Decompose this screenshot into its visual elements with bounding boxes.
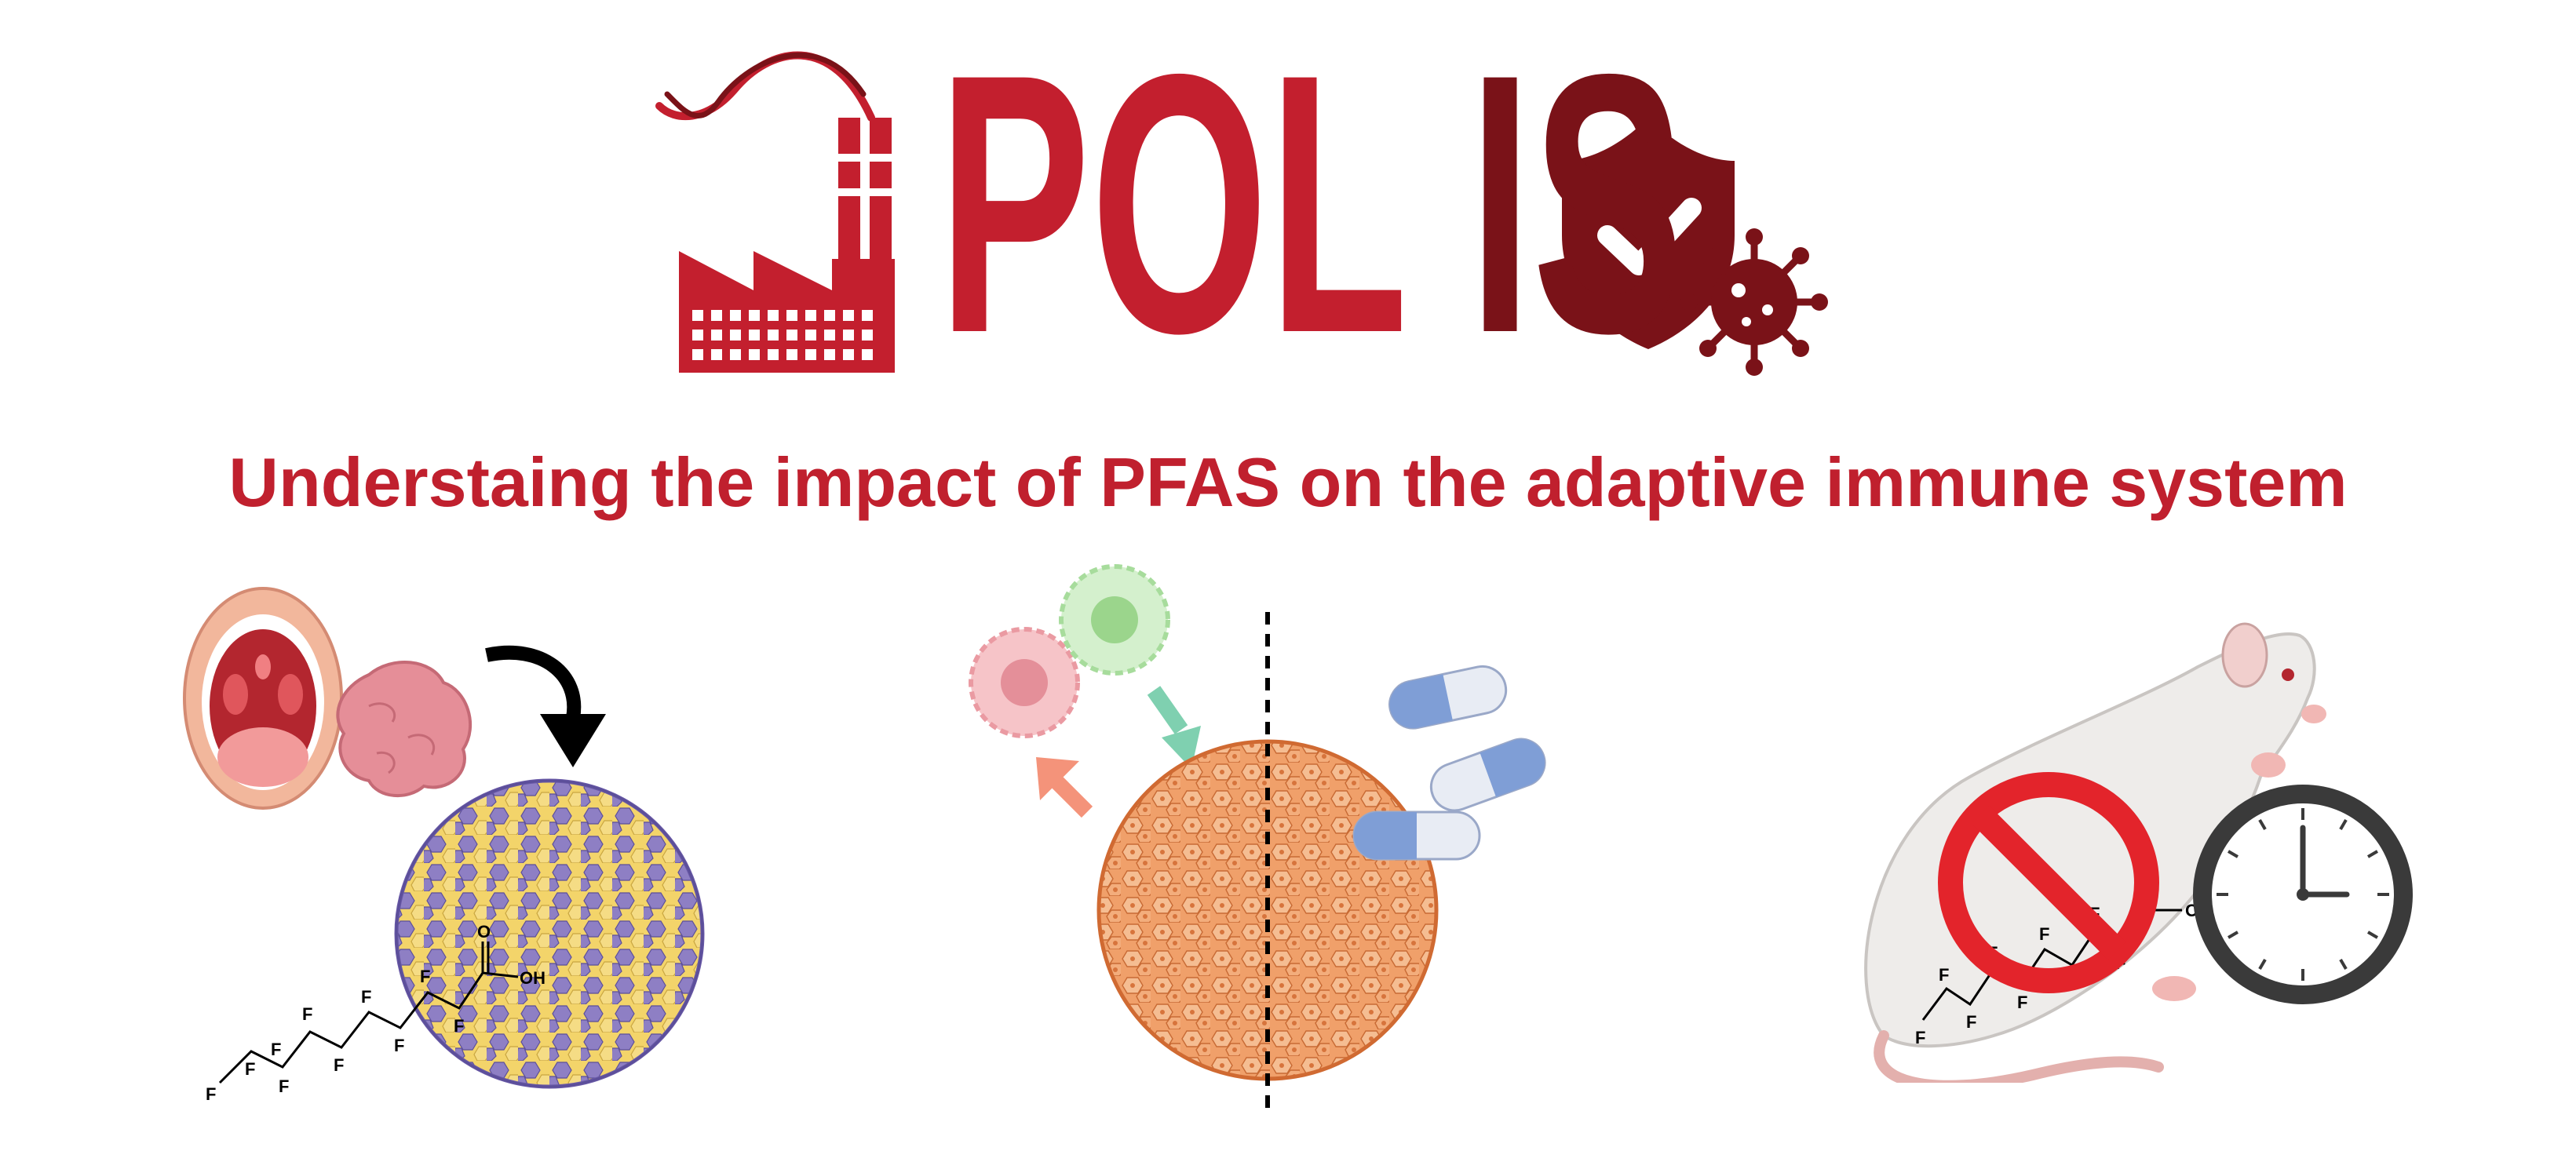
- immune-cell-pink-icon: [969, 627, 1080, 738]
- shield-check-icon: [1562, 118, 1735, 349]
- curved-arrow-icon: [485, 645, 606, 767]
- clock-icon: [2193, 785, 2413, 1004]
- logo-graphic: [655, 51, 1828, 376]
- factory-icon: [679, 118, 895, 373]
- panel-tonsil-organoid: F F F F F F F F F F O OH: [183, 587, 705, 1104]
- atom-label: F: [279, 1076, 289, 1096]
- atom-label: F: [394, 1036, 404, 1055]
- page-subtitle: Understaing the impact of PFAS on the ad…: [228, 443, 2348, 521]
- capsule-icon: [1352, 665, 1546, 861]
- open-mouth-tonsils-icon: [183, 587, 343, 810]
- atom-label: F: [302, 1004, 312, 1024]
- atom-label: F: [454, 1016, 464, 1036]
- pfas-molecule-icon: [218, 942, 519, 1084]
- atom-label: F: [2039, 924, 2049, 944]
- atom-label: F: [271, 1040, 281, 1059]
- atom-label: F: [1915, 1028, 1925, 1047]
- virus-icon: [1680, 228, 1828, 376]
- atom-label: F: [334, 1055, 344, 1075]
- atom-label: F: [1939, 965, 1949, 985]
- prohibited-icon: [1938, 772, 2159, 993]
- atom-label: F: [2017, 993, 2027, 1012]
- pfas-molecule-labels: F F F F F F F F F F O OH: [206, 922, 545, 1104]
- atom-label: OH: [520, 968, 545, 988]
- atom-label: F: [361, 987, 371, 1007]
- atom-label: F: [1966, 1012, 1976, 1032]
- logo-text-pol: POL: [938, 0, 1409, 410]
- atom-label: F: [206, 1084, 216, 1104]
- dna-helix-icon: [655, 51, 875, 122]
- tonsil-tissue-icon: [336, 661, 472, 797]
- panel-animal-model: F F F F F F F F F O OH: [1864, 622, 2413, 1083]
- logo-text-is: IS: [1469, 0, 1685, 410]
- organoid-sphere-icon: [394, 778, 705, 1089]
- atom-label: O: [477, 922, 491, 942]
- atom-label: F: [420, 967, 430, 986]
- immune-cell-green-icon: [1059, 564, 1170, 676]
- panel-organoid-treatment: [969, 564, 1546, 1110]
- logo-wordmark: POL IS: [938, 0, 1817, 410]
- atom-label: F: [245, 1059, 255, 1079]
